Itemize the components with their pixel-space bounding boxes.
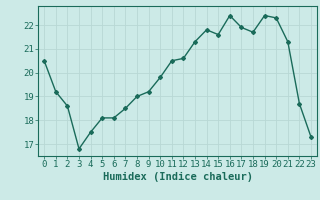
X-axis label: Humidex (Indice chaleur): Humidex (Indice chaleur) [103, 172, 252, 182]
